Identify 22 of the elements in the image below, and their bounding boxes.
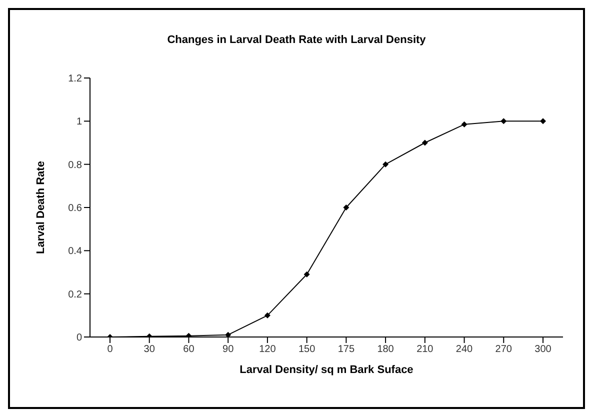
y-tick-label: 0.6 <box>68 203 82 214</box>
y-tick-label: 1 <box>76 116 82 128</box>
x-tick-label: 300 <box>534 344 552 356</box>
x-tick-label: 240 <box>456 344 474 356</box>
x-tick-label: 175 <box>338 344 355 356</box>
x-tick-label: 180 <box>377 344 394 356</box>
x-tick-label: 30 <box>144 344 156 356</box>
x-tick-label: 60 <box>183 344 195 356</box>
x-tick-label: 150 <box>298 344 316 356</box>
y-tick-label: 0.4 <box>68 246 82 258</box>
chart-title: Changes in Larval Death Rate with Larval Density <box>166 34 427 46</box>
y-tick-label: 0 <box>76 332 82 344</box>
x-axis-title: Larval Density/ sq m Bark Suface <box>240 364 414 376</box>
y-tick-label: 0.2 <box>68 289 82 300</box>
x-tick-label: 210 <box>416 344 434 356</box>
x-tick-label: 120 <box>259 344 276 356</box>
x-tick-label: 0 <box>107 344 114 356</box>
x-tick-label: 90 <box>222 344 234 356</box>
y-tick-label: 1.2 <box>68 74 82 85</box>
y-axis-title: Larval Death Rate <box>34 161 47 254</box>
x-tick-label: 270 <box>495 344 512 356</box>
y-tick-label: 0.8 <box>68 160 82 171</box>
